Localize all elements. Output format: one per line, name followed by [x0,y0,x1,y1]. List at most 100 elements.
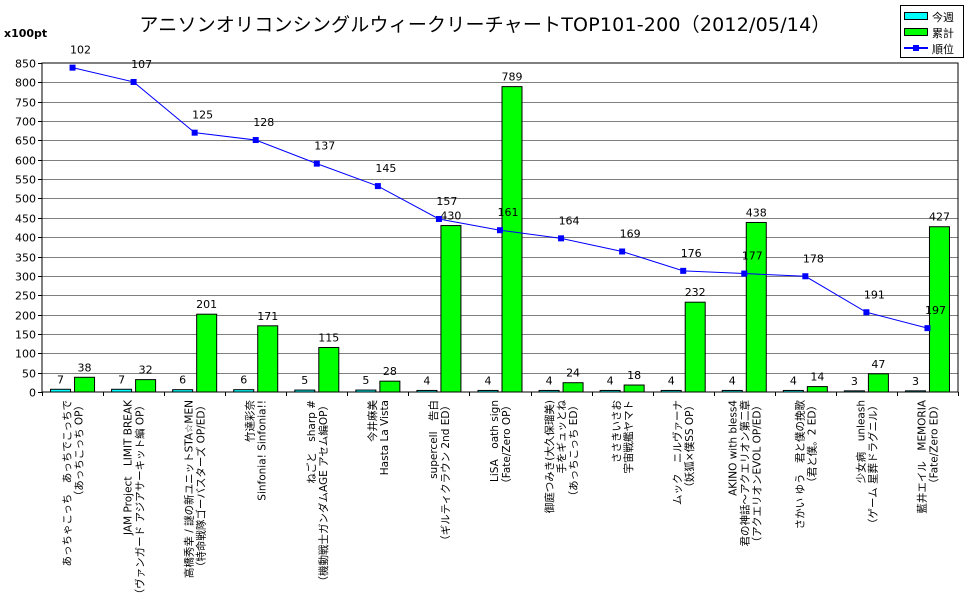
y-tick-label: 750 [15,97,36,110]
bar-weekly [721,389,743,393]
data-label-rank: 128 [253,116,274,129]
x-category-label: （特命戦隊ゴーバスターズ OP/ED） [195,400,208,572]
data-label-total: 430 [440,210,461,223]
x-category-label: （君と僕。2 ED） [805,400,818,488]
data-label-total: 115 [318,331,339,344]
data-label-total: 47 [871,358,885,371]
data-label-total: 232 [685,286,706,299]
x-category-label: 今井麻美 [366,400,379,442]
bar-weekly [233,389,255,393]
x-category-label: ムック ニルヴァーナ [671,400,684,505]
bar-weekly [660,389,682,393]
rank-marker [741,270,748,277]
data-label-total: 438 [746,206,767,219]
legend-item-total: 累計 [904,24,964,40]
legend-swatch-total [904,28,928,36]
bar-weekly [355,389,377,393]
x-category-label: （ギルティクラウン 2nd ED） [440,400,452,546]
y-axis-unit: x100pt [4,27,48,40]
x-category-label: （あっちこっち ED） [568,400,580,501]
bar-total [806,386,828,393]
x-category-label: Hasta La Vista [379,400,391,475]
x-category-label: 竹達彩奈 [244,400,257,442]
y-tick-label: 250 [15,290,36,303]
data-label-total: 18 [627,369,641,382]
data-label-weekly: 5 [362,374,369,387]
bar-total [562,382,584,393]
data-label-total: 789 [502,71,523,84]
bar-weekly [172,389,194,393]
chart-legend: 今週 累計 順位 [900,5,964,58]
data-label-rank: 178 [803,252,824,265]
legend-label-rank: 順位 [932,43,954,56]
rank-marker [497,227,503,234]
x-category-label: Sinfonia! Sinfonia!! [257,400,269,501]
y-tick-label: 100 [15,348,36,361]
data-label-weekly: 7 [57,373,64,386]
rank-marker [374,183,381,190]
data-label-weekly: 6 [240,374,247,387]
data-label-total: 201 [196,298,217,311]
chart-title: アニソンオリコンシングルウィークリーチャートTOP101-200（2012/05… [139,14,831,36]
bar-total [501,86,523,393]
x-category-label: LiSA oath sign [489,400,501,482]
data-label-total: 171 [257,310,278,323]
x-category-label: （機動戦士ガンダムAGE アセム編OP） [317,400,330,587]
x-category-label: 宇宙戦艦ヤマト [622,400,635,474]
bar-weekly [416,389,438,393]
data-label-rank: 157 [436,195,457,208]
rank-marker [435,215,442,222]
data-label-weekly: 3 [851,375,858,388]
data-label-rank: 177 [742,250,763,263]
legend-label-weekly: 今週 [932,11,954,24]
x-category-label: ささきいさお [611,400,623,463]
legend-marker-rank [913,45,919,51]
data-label-weekly: 3 [912,375,919,388]
bar-total [745,221,767,393]
bar-weekly [50,388,72,393]
x-category-label: （ゲーム 星葬ドラグニル） [866,400,879,529]
bar-total [74,376,96,393]
data-label-weekly: 4 [546,374,553,387]
bar-weekly [599,389,621,393]
data-label-total: 24 [566,367,580,380]
bar-weekly [294,389,316,393]
bar-weekly [843,390,865,393]
bar-total [623,384,645,393]
legend-item-weekly: 今週 [904,8,964,24]
x-category-label: さかい ゆう 君と僕の挽歌 [793,400,806,530]
rank-marker [680,267,687,274]
data-label-rank: 176 [681,247,702,260]
y-tick-label: 700 [15,116,36,129]
rank-marker [130,78,137,85]
bar-total [257,325,279,393]
x-category-label: 高橋秀幸 / 謎の新ユニットSTA☆MEN [183,400,196,578]
data-label-weekly: 5 [301,374,308,387]
y-tick-label: 600 [15,155,36,168]
data-label-total: 32 [139,364,153,377]
bar-total [379,380,401,393]
x-category-label: 少女病 unleash [854,400,867,483]
legend-label-total: 累計 [932,27,954,40]
rank-marker [924,325,931,332]
x-category-label: 藍井エイル MEMORIA [915,399,928,513]
x-category-label: 御庭つみき(大久保瑠美) [543,400,556,513]
y-tick-label: 150 [15,329,36,342]
y-tick-label: 350 [15,252,36,265]
data-label-rank: 197 [925,304,946,317]
x-category-label: AKINO with bless4 [727,400,739,496]
rank-marker [863,309,870,316]
legend-item-rank: 順位 [904,40,964,56]
y-tick-label: 0 [29,387,36,400]
rank-marker [558,235,565,242]
data-label-total: 427 [929,211,950,224]
data-label-total: 14 [810,371,824,384]
y-tick-label: 550 [15,174,36,187]
x-category-label: あっちゃこっち あっちでこっちで [62,400,74,567]
y-tick-label: 400 [15,232,36,245]
y-tick-label: 500 [15,193,36,206]
data-label-weekly: 4 [668,374,675,387]
x-category-label: JAM Project LIMIT BREAK [123,399,135,536]
x-category-label: （Fate/Zero OP） [501,400,513,489]
x-category-label: （Fate/Zero ED） [928,400,940,489]
